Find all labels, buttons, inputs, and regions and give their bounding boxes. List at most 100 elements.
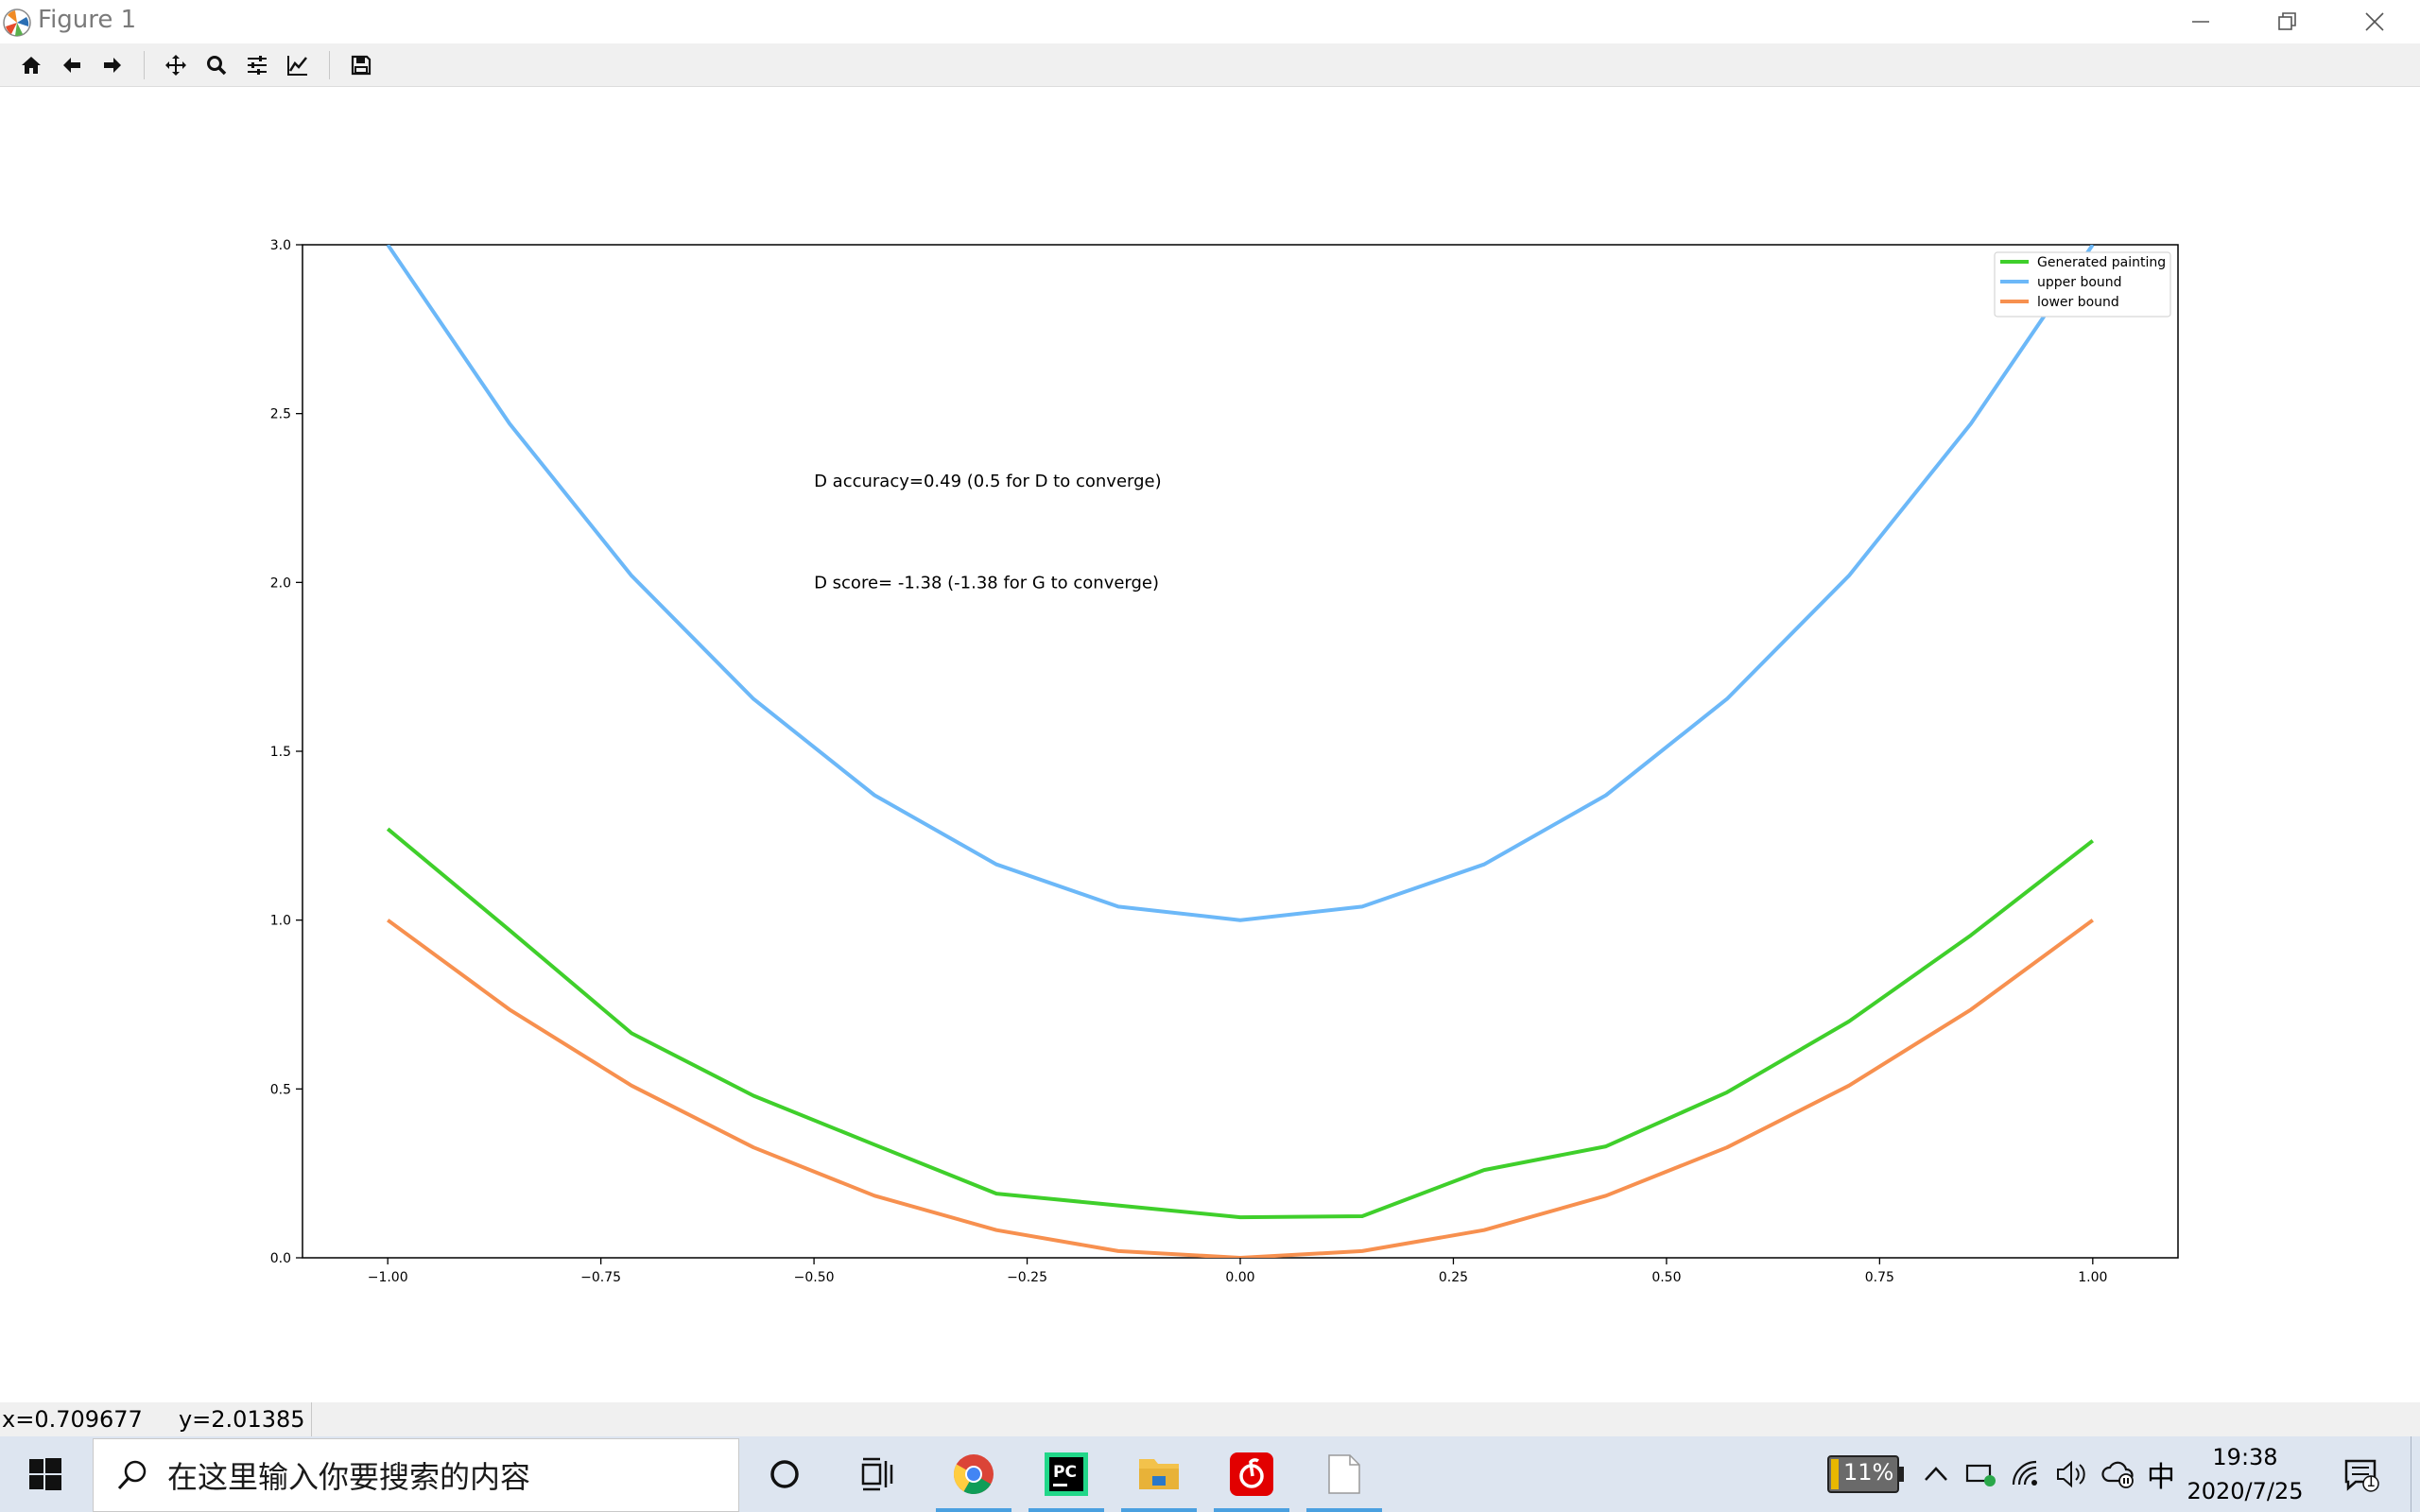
forward-button[interactable]	[95, 47, 130, 83]
ime-indicator[interactable]: 中	[2147, 1461, 2175, 1494]
toolbar-separator	[144, 51, 145, 79]
file-explorer-taskbar-button[interactable]	[1121, 1436, 1197, 1512]
line-chart-icon	[287, 56, 307, 76]
home-button[interactable]	[13, 47, 49, 83]
task-view-button[interactable]	[839, 1436, 915, 1512]
y-tick-label: 1.5	[270, 745, 291, 760]
folder-icon	[1139, 1459, 1179, 1489]
close-icon	[2365, 12, 2384, 31]
matplotlib-logo-icon	[3, 9, 31, 37]
battery-icon	[1827, 1455, 1904, 1493]
volume-button[interactable]	[2055, 1436, 2089, 1512]
chrome-taskbar-button[interactable]	[936, 1436, 1011, 1512]
x-tick-label: 0.50	[1651, 1270, 1681, 1285]
back-button[interactable]	[54, 47, 90, 83]
x-tick-label: −1.00	[368, 1270, 408, 1285]
minimize-icon	[2192, 21, 2209, 23]
legend-label: lower bound	[2037, 295, 2119, 310]
x-tick-label: 0.25	[1439, 1270, 1468, 1285]
y-tick-label: 2.0	[270, 576, 291, 591]
task-view-icon	[861, 1457, 893, 1491]
legend-box	[1994, 251, 2171, 318]
legend-label: upper bound	[2037, 275, 2122, 290]
windows-logo-icon	[29, 1458, 61, 1490]
figure-canvas[interactable]: −1.00 −0.75 −0.50 −0.25 0.00 0.25 0.50 0.75 1.00…	[0, 87, 2420, 1402]
wifi-button[interactable]	[2010, 1436, 2044, 1512]
taskbar-search-box[interactable]: 在这里输入你要搜索的内容	[93, 1438, 739, 1512]
legend: Generated painting upper bound lower bound	[1994, 251, 2171, 318]
document-taskbar-button[interactable]	[1306, 1436, 1382, 1512]
action-center-button[interactable]: 1	[2335, 1436, 2388, 1512]
sliders-icon	[248, 56, 267, 75]
show-hidden-icons-button[interactable]	[1919, 1436, 1953, 1512]
navigation-toolbar	[0, 43, 2420, 87]
network-drive-icon	[1965, 1464, 1996, 1486]
close-button[interactable]	[2331, 0, 2418, 43]
series-line-upper-bound	[386, 245, 2095, 922]
taskbar-clock[interactable]: 19:38 2020/7/25	[2174, 1436, 2316, 1512]
toolbar-separator	[329, 51, 330, 79]
y-tick-label: 0.5	[270, 1082, 291, 1097]
restore-button[interactable]	[2244, 0, 2331, 43]
document-icon	[1328, 1454, 1360, 1494]
windows-taskbar: 在这里输入你要搜索的内容 PC	[0, 1436, 2420, 1512]
restore-icon	[2278, 12, 2296, 30]
save-button[interactable]	[343, 47, 379, 83]
svg-text:PC: PC	[1053, 1463, 1077, 1482]
notification-count: 1	[2366, 1472, 2377, 1490]
chevron-up-icon	[1925, 1467, 1947, 1481]
series-line-generated-painting	[386, 827, 2095, 1220]
legend-label: Generated painting	[2037, 255, 2166, 270]
move-icon	[165, 55, 186, 76]
x-tick-label: 0.00	[1225, 1270, 1254, 1285]
minimize-button[interactable]	[2157, 0, 2244, 43]
series-line-lower-bound	[387, 919, 2094, 1258]
search-placeholder: 在这里输入你要搜索的内容	[167, 1459, 531, 1495]
clock-time: 19:38	[2212, 1444, 2278, 1470]
wifi-icon	[2012, 1460, 2037, 1486]
x-tick-label: −0.75	[580, 1270, 621, 1285]
x-tick-label: 0.75	[1865, 1270, 1894, 1285]
circle-icon	[770, 1460, 799, 1488]
x-tick-label: 1.00	[2078, 1270, 2107, 1285]
search-icon	[117, 1460, 147, 1490]
configure-subplots-button[interactable]	[239, 47, 275, 83]
chart-annotation: D accuracy=0.49 (0.5 for D to converge)	[814, 472, 1162, 491]
battery-percentage: 11%	[1843, 1459, 1894, 1486]
x-tick-label: −0.50	[794, 1270, 835, 1285]
tray-app-button[interactable]	[1964, 1436, 1998, 1512]
netease-music-icon	[1230, 1452, 1273, 1496]
line-chart: −1.00 −0.75 −0.50 −0.25 0.00 0.25 0.50 0.75 1.00…	[270, 238, 2179, 1285]
speaker-icon	[2057, 1460, 2085, 1488]
battery-indicator[interactable]: 11%	[1826, 1436, 1906, 1512]
axes-frame	[302, 244, 2179, 1259]
y-tick-label: 0.0	[270, 1251, 291, 1266]
arrow-right-icon	[104, 58, 121, 73]
floppy-disk-icon	[351, 55, 372, 76]
cortana-button[interactable]	[747, 1436, 822, 1512]
zoom-button[interactable]	[199, 47, 234, 83]
title-bar: Figure 1	[0, 0, 2420, 43]
magnifier-icon	[207, 56, 227, 76]
chrome-icon	[953, 1454, 994, 1495]
cursor-coordinates: x=0.709677 y=2.01385	[0, 1402, 312, 1436]
window-title: Figure 1	[38, 6, 137, 34]
edit-axis-button[interactable]	[280, 47, 316, 83]
chart-annotation: D score= -1.38 (-1.38 for G to converge)	[814, 573, 1159, 593]
arrow-left-icon	[63, 58, 80, 73]
y-tick-label: 3.0	[270, 238, 291, 253]
pan-button[interactable]	[158, 47, 194, 83]
y-tick-label: 2.5	[270, 407, 291, 422]
pycharm-taskbar-button[interactable]: PC	[1028, 1436, 1104, 1512]
notification-icon	[2344, 1459, 2379, 1492]
cloud-sync-icon	[2101, 1461, 2134, 1488]
x-tick-label: −0.25	[1007, 1270, 1047, 1285]
y-tick-label: 1.0	[270, 914, 291, 929]
start-button[interactable]	[0, 1436, 91, 1512]
netease-music-taskbar-button[interactable]	[1214, 1436, 1289, 1512]
pycharm-icon: PC	[1045, 1452, 1088, 1496]
clock-date: 2020/7/25	[2187, 1478, 2304, 1504]
home-icon	[22, 57, 41, 74]
onedrive-button[interactable]	[2100, 1436, 2136, 1512]
status-bar: x=0.709677 y=2.01385	[0, 1402, 2420, 1436]
